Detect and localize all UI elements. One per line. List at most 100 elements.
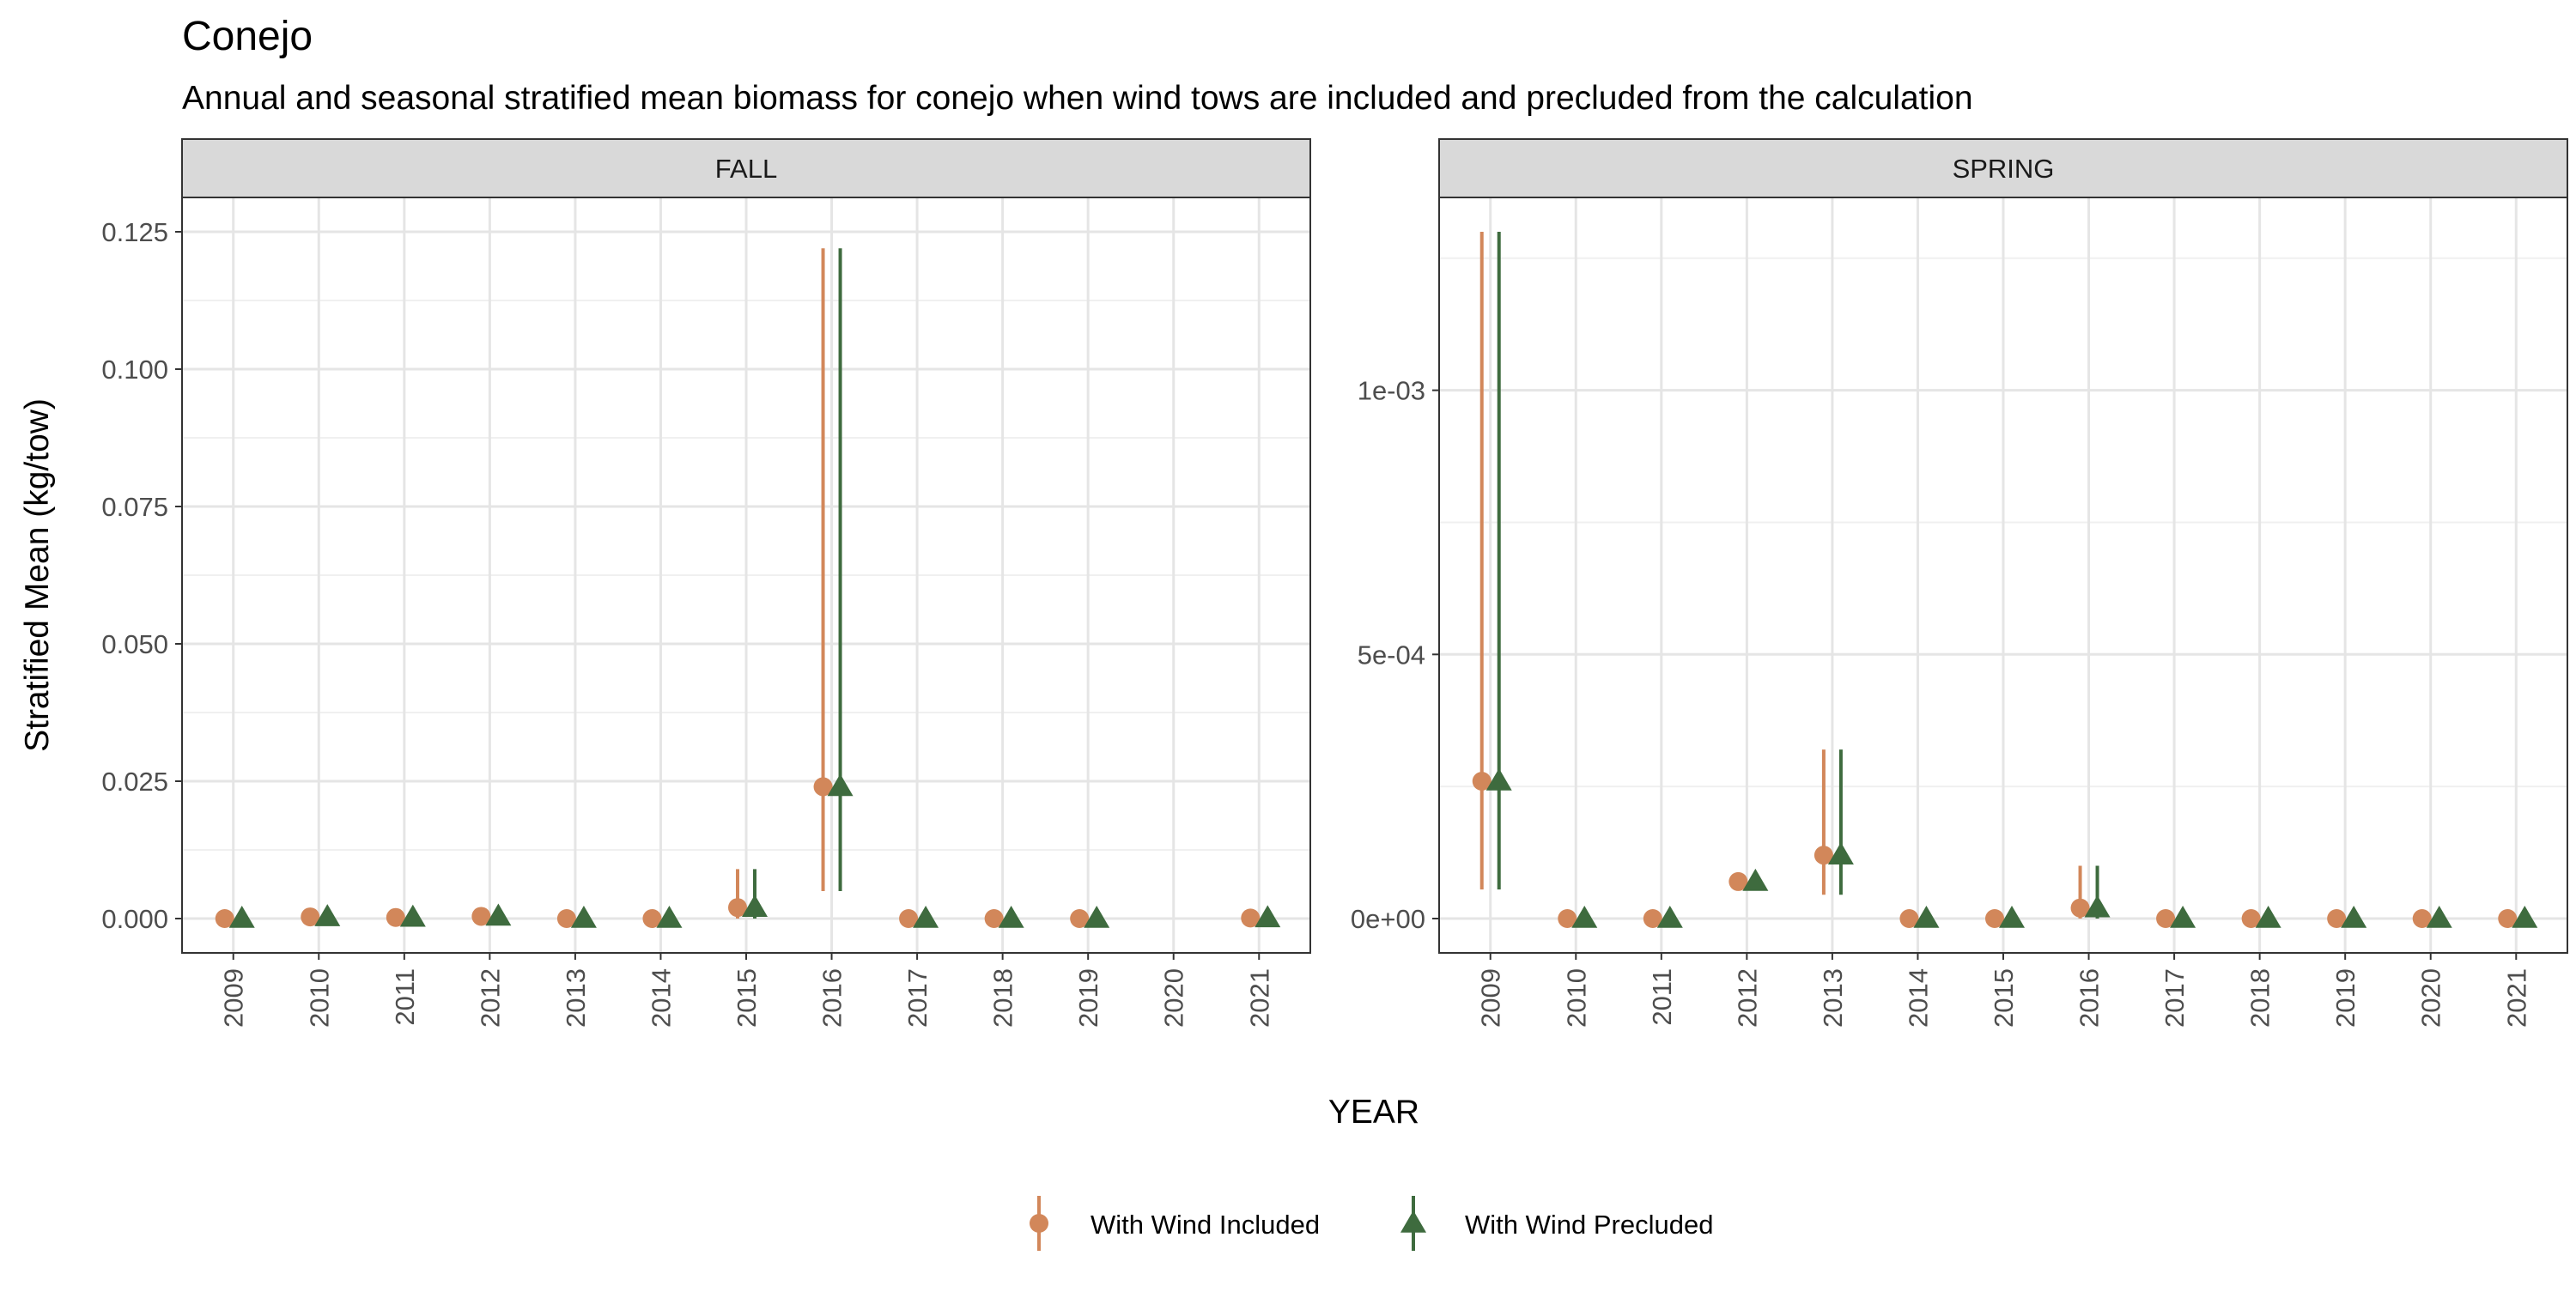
data-point bbox=[228, 906, 255, 928]
data-point bbox=[1485, 768, 1512, 791]
x-tick-label: 2011 bbox=[390, 968, 420, 1026]
x-tick-label: 2012 bbox=[1732, 968, 1762, 1028]
x-tick-label: 2020 bbox=[2416, 968, 2446, 1028]
panel-spring: SPRING 0e+00 5e-04 1e-03 2009 2010 2011 2012 201… bbox=[1351, 138, 2568, 1028]
x-tick-label: 2015 bbox=[1989, 968, 2019, 1028]
x-tick-label: 2009 bbox=[1476, 968, 1506, 1028]
data-point bbox=[1070, 909, 1090, 928]
data-point bbox=[913, 906, 939, 928]
legend-key-triangle bbox=[1400, 1210, 1426, 1233]
data-point bbox=[570, 906, 597, 928]
x-tick-label: 2017 bbox=[2160, 968, 2190, 1028]
data-point bbox=[1742, 868, 1769, 891]
y-tick-label: 1e-03 bbox=[1358, 376, 1425, 406]
x-axis-title: YEAR bbox=[1328, 1094, 1419, 1131]
data-point bbox=[2412, 909, 2432, 928]
data-point bbox=[1999, 906, 2025, 928]
data-point bbox=[728, 898, 747, 918]
y-tick-label: 0e+00 bbox=[1351, 904, 1425, 934]
data-point bbox=[1985, 909, 2004, 928]
data-point bbox=[984, 909, 1004, 928]
y-tick-label: 0.075 bbox=[101, 492, 168, 522]
data-point bbox=[742, 895, 768, 917]
x-tick-label: 2014 bbox=[646, 968, 676, 1028]
facet-strip-label: FALL bbox=[715, 154, 777, 184]
data-point bbox=[2498, 909, 2518, 928]
chart-legend: With Wind Included With Wind Precluded bbox=[1030, 1196, 1713, 1251]
data-point bbox=[2512, 906, 2538, 928]
data-point bbox=[1643, 909, 1662, 928]
data-point bbox=[1827, 842, 1854, 864]
x-tick-label: 2011 bbox=[1647, 968, 1677, 1026]
x-tick-label: 2017 bbox=[902, 968, 933, 1028]
data-point bbox=[899, 909, 919, 928]
x-tick-label: 2021 bbox=[1244, 968, 1274, 1028]
data-point bbox=[1084, 906, 1110, 928]
chart-title: Conejo bbox=[182, 14, 313, 59]
x-tick-label: 2019 bbox=[2330, 968, 2360, 1028]
x-tick-label: 2018 bbox=[988, 968, 1018, 1028]
data-point bbox=[1899, 909, 1919, 928]
facet-strip bbox=[181, 138, 1311, 198]
data-point bbox=[656, 906, 683, 928]
chart-panels: FALL 0.000 0.025 0.050 0.075 0.100 0.125 2009 20… bbox=[101, 138, 2568, 1028]
data-point bbox=[2156, 909, 2176, 928]
y-tick-label: 0.000 bbox=[101, 904, 168, 934]
data-point bbox=[1472, 772, 1492, 791]
data-point bbox=[471, 907, 491, 926]
data-point bbox=[386, 907, 405, 927]
data-point bbox=[813, 777, 833, 797]
facet-strip-label: SPRING bbox=[1953, 154, 2055, 184]
data-point bbox=[2070, 898, 2090, 918]
data-point bbox=[1255, 905, 1281, 928]
data-point bbox=[485, 903, 512, 926]
data-point bbox=[301, 907, 320, 927]
data-point bbox=[314, 904, 341, 926]
data-point bbox=[215, 909, 234, 928]
legend-key-circle bbox=[1030, 1214, 1048, 1233]
panel-fall: FALL 0.000 0.025 0.050 0.075 0.100 0.125 2009 20… bbox=[101, 138, 1311, 1028]
x-tick-label: 2015 bbox=[732, 968, 762, 1028]
facet-strip bbox=[1438, 138, 2568, 198]
x-tick-label: 2009 bbox=[219, 968, 249, 1028]
x-tick-label: 2020 bbox=[1159, 968, 1189, 1028]
x-tick-label: 2013 bbox=[1818, 968, 1848, 1028]
data-point bbox=[399, 904, 426, 927]
y-axis-title: Stratified Mean (kg/tow) bbox=[19, 398, 56, 752]
data-point bbox=[827, 773, 854, 797]
x-tick-label: 2010 bbox=[304, 968, 334, 1028]
y-tick-label: 0.025 bbox=[101, 767, 168, 797]
data-point bbox=[2255, 906, 2281, 928]
y-tick-label: 0.125 bbox=[101, 217, 168, 247]
y-tick-label: 0.100 bbox=[101, 355, 168, 385]
data-point bbox=[1814, 846, 1833, 865]
data-point bbox=[556, 909, 576, 928]
legend-label: With Wind Included bbox=[1091, 1210, 1320, 1240]
x-tick-label: 2018 bbox=[2245, 968, 2275, 1028]
x-tick-label: 2013 bbox=[561, 968, 591, 1028]
x-tick-label: 2021 bbox=[2501, 968, 2531, 1028]
x-tick-label: 2010 bbox=[1561, 968, 1591, 1028]
legend-label: With Wind Precluded bbox=[1465, 1210, 1713, 1240]
data-point bbox=[2241, 909, 2261, 928]
data-point bbox=[2327, 909, 2347, 928]
data-point bbox=[1656, 906, 1683, 928]
chart-subtitle: Annual and seasonal stratified mean biom… bbox=[182, 80, 1973, 117]
x-tick-label: 2012 bbox=[475, 968, 505, 1028]
y-tick-label: 5e-04 bbox=[1358, 640, 1425, 670]
data-point bbox=[1728, 871, 1748, 891]
data-point bbox=[2084, 895, 2111, 918]
data-point bbox=[2341, 906, 2367, 928]
data-point bbox=[1241, 908, 1261, 928]
data-point bbox=[998, 906, 1024, 928]
data-point bbox=[1913, 906, 1940, 928]
data-point bbox=[1558, 909, 1577, 928]
x-tick-label: 2014 bbox=[1903, 968, 1933, 1028]
data-point bbox=[2170, 906, 2196, 928]
data-point bbox=[642, 909, 662, 928]
x-tick-label: 2019 bbox=[1073, 968, 1103, 1028]
data-point bbox=[1571, 906, 1598, 928]
x-tick-label: 2016 bbox=[2075, 968, 2105, 1028]
